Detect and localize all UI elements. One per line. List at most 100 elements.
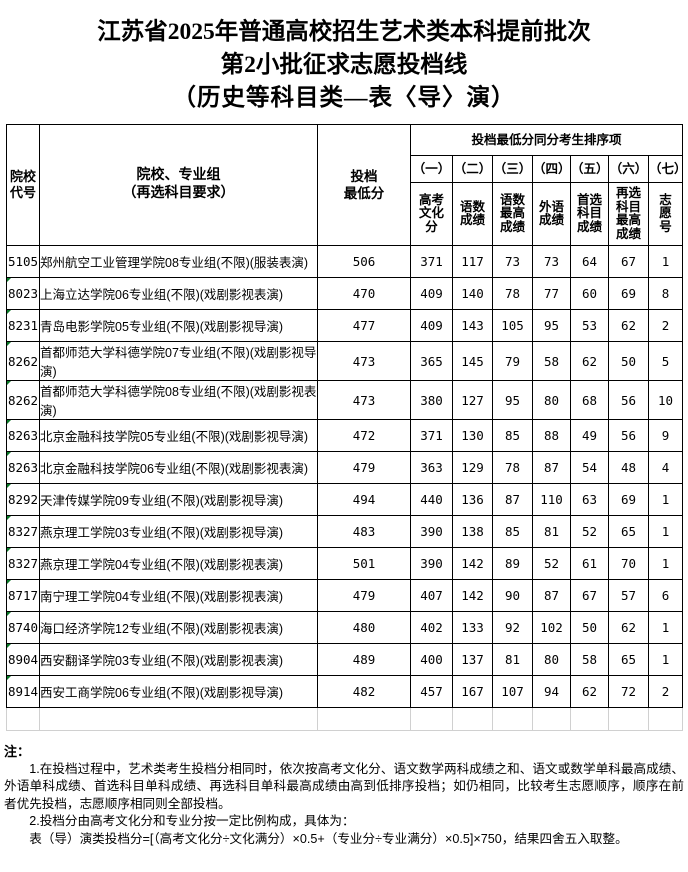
header-sub-char: 目 (589, 206, 603, 221)
cell-institution-name: 南宁理工学院04专业组(不限)(戏剧影视表演) (39, 579, 318, 612)
table-row[interactable]: 8740 海口经济学院12专业组(不限)(戏剧影视表演) 480 402 133 92 10… (6, 611, 684, 644)
cell-preference-number: 2 (647, 675, 684, 708)
header-roman-7: （七） (647, 155, 684, 183)
cell-chinese-math-sum: 142 (452, 547, 493, 580)
notes-heading: 注： (4, 744, 31, 759)
cell-institution-code: 8717 (6, 579, 40, 612)
table-row[interactable]: 8292 天津传媒学院09专业组(不限)(戏剧影视导演) 494 440 136 87 11… (6, 483, 684, 516)
header-sub-char: 最 (615, 213, 629, 227)
blank-cell (317, 707, 411, 731)
table-row[interactable]: 8263 北京金融科技学院06专业组(不限)(戏剧影视表演) 479 363 129 78… (6, 451, 684, 484)
table-row[interactable]: 8327 燕京理工学院03专业组(不限)(戏剧影视导演) 483 390 138 85 81… (6, 515, 684, 548)
comment-marker-icon (7, 420, 11, 424)
cell-preference-number: 1 (647, 643, 684, 676)
cell-chinese-math-sum: 127 (452, 380, 493, 420)
blank-cell (608, 707, 649, 731)
cell-institution-code: 8327 (6, 547, 40, 580)
comment-marker-icon (7, 484, 11, 488)
cell-reselect-max: 72 (608, 675, 649, 708)
cell-foreign-language: 80 (532, 380, 571, 420)
cell-first-subject: 62 (570, 341, 609, 381)
cell-preference-number: 9 (647, 419, 684, 452)
cell-reselect-max: 48 (608, 451, 649, 484)
header-sub-column: 数高绩 (513, 193, 526, 235)
header-sub-char: 外 (538, 199, 552, 214)
cell-institution-code: 8263 (6, 419, 40, 452)
cell-reselect-max: 65 (608, 515, 649, 548)
cell-chinese-math-max: 87 (492, 483, 533, 516)
cell-chinese-math-max: 95 (492, 380, 533, 420)
table-row[interactable]: 8023 上海立达学院06专业组(不限)(戏剧影视表演) 470 409 140 78 77… (6, 277, 684, 310)
table-row[interactable]: 8263 北京金融科技学院05专业组(不限)(戏剧影视导演) 472 371 130 85… (6, 419, 684, 452)
cell-institution-name: 北京金融科技学院05专业组(不限)(戏剧影视导演) (39, 419, 318, 452)
cell-institution-code: 8262 (6, 341, 40, 381)
cell-culture-score: 440 (410, 483, 453, 516)
institution-code-text: 5105 (7, 254, 39, 269)
comment-marker-icon (7, 676, 11, 680)
cell-institution-code: 8904 (6, 643, 40, 676)
header-sub-char: 成 (459, 213, 473, 227)
header-sub-char: 绩 (472, 213, 486, 227)
comment-marker-icon (7, 342, 11, 346)
table-row[interactable]: 8904 西安翻译学院03专业组(不限)(戏剧影视表演) 489 400 137 81 80… (6, 643, 684, 676)
title-line-3: （历史等科目类—表〈导〉演） (172, 85, 516, 111)
cell-foreign-language: 102 (532, 611, 571, 644)
cell-culture-score: 402 (410, 611, 453, 644)
header-sub-preference-number: 志愿号 (647, 182, 684, 246)
cell-foreign-language: 110 (532, 483, 571, 516)
cell-culture-score: 371 (410, 419, 453, 452)
cell-culture-score: 407 (410, 579, 453, 612)
cell-chinese-math-max: 85 (492, 419, 533, 452)
header-sub-char: 成 (499, 219, 513, 234)
comment-marker-icon (7, 278, 11, 282)
header-sub-column: 语最成 (499, 193, 513, 235)
blank-cell (647, 707, 684, 731)
comment-marker-icon (7, 310, 11, 314)
institution-code-text: 8231 (7, 318, 39, 333)
blank-cell (452, 707, 493, 731)
cell-institution-name: 海口经济学院12专业组(不限)(戏剧影视表演) (39, 611, 318, 644)
cell-foreign-language: 95 (532, 309, 571, 342)
cell-first-subject: 62 (570, 675, 609, 708)
cell-preference-number: 1 (647, 611, 684, 644)
header-sub-char: 绩 (551, 213, 565, 227)
header-sub-column: 外成 (538, 199, 552, 228)
table-row[interactable]: 8262 首都师范大学科德学院07专业组(不限)(戏剧影视导演) 473 365 145… (6, 341, 684, 381)
cell-foreign-language: 94 (532, 675, 571, 708)
cell-culture-score: 380 (410, 380, 453, 420)
cell-chinese-math-max: 85 (492, 515, 533, 548)
cell-first-subject: 67 (570, 579, 609, 612)
cell-first-subject: 60 (570, 277, 609, 310)
cell-chinese-math-sum: 145 (452, 341, 493, 381)
table-row[interactable]: 8327 燕京理工学院04专业组(不限)(戏剧影视表演) 501 390 142 89 52… (6, 547, 684, 580)
table-row[interactable]: 8231 青岛电影学院05专业组(不限)(戏剧影视导演) 477 409 143 105 9… (6, 309, 684, 342)
blank-cell (6, 707, 40, 731)
score-table-container: 院校 代号 院校、专业组 （再选科目要求） 投档 最低分 投档最 (6, 124, 684, 731)
cell-preference-number: 4 (647, 451, 684, 484)
header-sub-column: 选目高绩 (629, 186, 642, 241)
cell-min-score: 479 (317, 451, 411, 484)
table-row[interactable]: 5105 郑州航空工业管理学院08专业组(不限)(服装表演) 506 371 117 73… (6, 245, 684, 278)
cell-min-score: 489 (317, 643, 411, 676)
title-line-1: 江苏省2025年普通高校招生艺术类本科提前批次 (97, 19, 591, 45)
comment-marker-icon (7, 580, 11, 584)
cell-institution-name: 燕京理工学院03专业组(不限)(戏剧影视导演) (39, 515, 318, 548)
table-row[interactable]: 8262 首都师范大学科德学院08专业组(不限)(戏剧影视表演) 473 380 127… (6, 380, 684, 420)
table-row[interactable]: 8914 西安工商学院06专业组(不限)(戏剧影视导演) 482 457 167 107 9… (6, 675, 684, 708)
header-sub-char: 语 (459, 199, 473, 214)
institution-code-text: 8023 (7, 286, 39, 301)
cell-preference-number: 8 (647, 277, 684, 310)
cell-preference-number: 10 (647, 380, 684, 420)
cell-chinese-math-max: 81 (492, 643, 533, 676)
cell-culture-score: 409 (410, 309, 453, 342)
table-row[interactable]: 8717 南宁理工学院04专业组(不限)(戏剧影视表演) 479 407 142 90 87… (6, 579, 684, 612)
header-sub-char: 语 (551, 199, 565, 214)
comment-marker-icon (7, 381, 11, 385)
cell-culture-score: 365 (410, 341, 453, 381)
cell-chinese-math-max: 105 (492, 309, 533, 342)
cell-chinese-math-sum: 137 (452, 643, 493, 676)
cell-institution-name: 天津传媒学院09专业组(不限)(戏剧影视导演) (39, 483, 318, 516)
cell-institution-code: 8263 (6, 451, 40, 484)
comment-marker-icon (7, 452, 11, 456)
cell-culture-score: 409 (410, 277, 453, 310)
